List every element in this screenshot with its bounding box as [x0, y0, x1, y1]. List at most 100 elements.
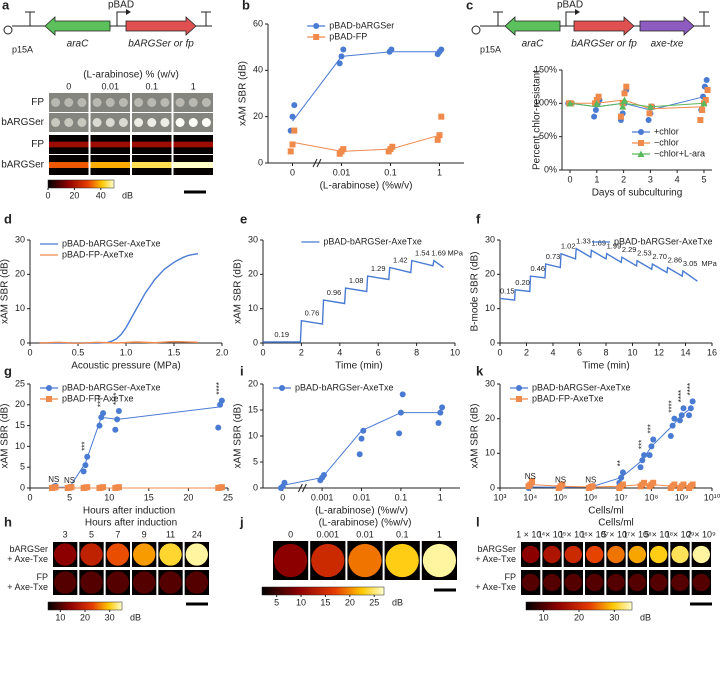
signal-disk: [106, 571, 129, 594]
column-label: 1 × 10⁵: [537, 529, 566, 539]
well: [51, 98, 61, 107]
x-tick-label: 5: [67, 492, 72, 502]
legend-label: −chlor+L-ara: [654, 148, 705, 158]
x-tick-label: 10⁹: [675, 492, 689, 502]
y-tick-label: 20: [15, 399, 25, 409]
step-label: 1.08: [349, 276, 364, 285]
significance-label: ****: [96, 395, 105, 407]
colorbar: [261, 586, 385, 596]
legend-marker: [313, 34, 320, 40]
repressor-label: araC: [522, 39, 544, 50]
data-point: [82, 462, 89, 469]
well: [92, 118, 102, 127]
step-label: 1.69: [431, 249, 446, 258]
data-point: [399, 391, 406, 398]
data-point: [702, 97, 709, 103]
row-label: FP: [504, 572, 516, 582]
data-point: [438, 113, 445, 120]
well: [92, 98, 102, 107]
y-tick-label: 0: [490, 337, 495, 347]
y-axis-label: xAM SBR (dB): [0, 403, 11, 468]
data-point: [646, 452, 653, 459]
significance-label: ****: [686, 383, 695, 395]
data-point: [338, 53, 345, 60]
data-point: [218, 484, 225, 491]
significance-label: ****: [677, 390, 686, 402]
column-label: 9: [142, 529, 147, 539]
x-tick-label: 15: [144, 492, 154, 502]
x-tick-label: 0: [27, 347, 32, 357]
signal-disk: [185, 571, 208, 594]
y-tick-label: 0%: [544, 164, 557, 174]
step-label: 0.20: [515, 278, 530, 287]
data-point: [527, 481, 534, 488]
column-label: 1 × 10⁴: [516, 529, 545, 539]
legend-label: pBAD-bARGSer-AxeTxe: [62, 382, 161, 392]
series-line: [39, 340, 199, 345]
column-label: 1: [191, 81, 196, 91]
colorbar-tick-label: 20: [345, 597, 355, 607]
signal-disk: [628, 545, 646, 564]
signal-disk: [133, 571, 156, 594]
data-point: [396, 430, 403, 437]
x-tick-label: 25: [223, 492, 233, 502]
column-label: 1 × 10⁹: [665, 529, 694, 539]
well: [134, 98, 144, 107]
signal-disk: [311, 543, 345, 578]
step-label: 0.76: [305, 309, 320, 318]
operon-label: axe-txe: [651, 39, 684, 50]
x-tick-label: 10: [450, 347, 460, 357]
y-tick-label: 20: [15, 269, 25, 279]
repressor-label: araC: [67, 39, 89, 50]
colorbar-unit: dB: [130, 612, 141, 622]
legend-marker: [638, 140, 644, 146]
well: [51, 118, 61, 127]
step-label: 1.69: [591, 238, 606, 247]
panel-letter: f: [476, 211, 481, 226]
y-tick-label: 15: [248, 404, 258, 414]
colorbar-tick-label: 10: [296, 597, 306, 607]
x-tick-label: 0.01: [333, 167, 351, 177]
signal-disk: [348, 543, 382, 578]
y-tick-label: 20: [485, 269, 495, 279]
well: [160, 118, 170, 127]
x-tick-label: 0: [290, 167, 295, 177]
data-point: [100, 484, 107, 491]
step-label: 2.86: [668, 255, 683, 264]
column-label: 0.01: [356, 529, 374, 539]
colorbar: [47, 601, 123, 611]
legend-marker: [46, 396, 52, 402]
signal-disk: [692, 545, 710, 564]
step-label: 0.73: [546, 252, 561, 261]
grid-title: (L-arabinose) % (w/v): [83, 70, 179, 81]
colorbar-tick-label: 40: [96, 190, 106, 200]
data-point: [291, 127, 298, 134]
data-point: [80, 468, 87, 475]
column-label: 0: [288, 529, 293, 539]
data-point: [591, 113, 598, 120]
data-point: [52, 484, 59, 491]
x-tick-label: 4: [675, 174, 680, 184]
data-point: [215, 424, 222, 431]
signal-disk: [159, 543, 182, 566]
colorbar-tick-label: 30: [105, 612, 115, 622]
x-axis-label: Time (min): [582, 361, 629, 372]
x-tick-label: 1.5: [168, 347, 181, 357]
legend-label: pBAD-bARGSer-AxeTxe: [323, 236, 422, 246]
well: [105, 98, 115, 107]
data-point: [437, 409, 444, 416]
row-label: bARGSer: [1, 160, 44, 171]
legend-marker: [313, 23, 320, 29]
x-tick-label: 3: [648, 174, 653, 184]
data-point: [340, 46, 347, 53]
data-point: [439, 404, 446, 411]
x-tick-label: 1.0: [120, 347, 133, 357]
data-point: [650, 479, 657, 486]
data-point: [645, 117, 652, 123]
colorbar-tick-label: 10: [55, 612, 65, 622]
y-axis-label: xAM SBR (dB): [233, 259, 244, 324]
signal-disk: [80, 543, 103, 566]
legend-label: pBAD-bARGSer-AxeTxe: [62, 238, 161, 248]
data-point: [648, 443, 655, 450]
